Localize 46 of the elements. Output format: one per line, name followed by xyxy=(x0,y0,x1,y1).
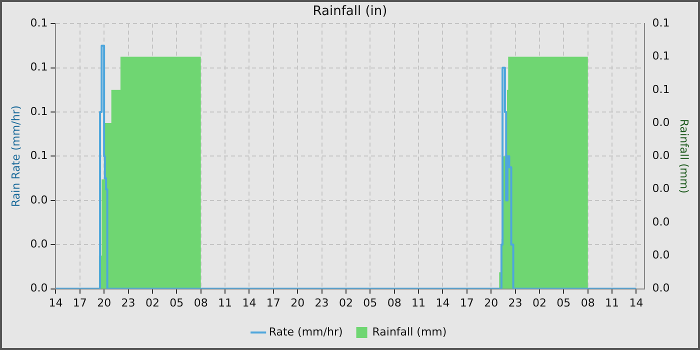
x-tick-label: 08 xyxy=(580,296,595,310)
x-tick-label: 17 xyxy=(72,296,87,310)
y-tick-label: 0.1 xyxy=(30,149,48,162)
y2-tick-label: 0.0 xyxy=(652,215,670,228)
y-tick-label: 0.1 xyxy=(30,16,48,30)
y-tick-label: 0.0 xyxy=(30,193,48,206)
y2-tick-label: 0.1 xyxy=(652,82,670,96)
x-tick-label: 23 xyxy=(508,296,522,310)
y2-tick-label: 0.1 xyxy=(652,50,670,63)
y-tick-label: 0.1 xyxy=(30,60,48,74)
chart-title: Rainfall (in) xyxy=(312,4,388,20)
x-tick-label: 11 xyxy=(412,296,426,310)
x-tick-label: 17 xyxy=(266,296,280,310)
x-tick-label: 02 xyxy=(532,296,546,310)
y2-axis-title: Rainfall (mm) xyxy=(678,118,691,194)
x-tick-label: 08 xyxy=(194,296,208,310)
y-tick-label: 0.1 xyxy=(30,104,48,118)
x-tick-label: 11 xyxy=(218,296,232,310)
y-tick-label: 0.0 xyxy=(30,282,48,295)
y2-tick-label: 0.0 xyxy=(652,149,670,162)
x-tick-label: 23 xyxy=(121,296,136,310)
x-tick-label: 02 xyxy=(145,296,160,310)
x-tick-label: 20 xyxy=(290,296,305,310)
y2-tick-label: 0.0 xyxy=(652,282,670,295)
legend-label: Rainfall (mm) xyxy=(372,325,447,338)
x-tick-label: 14 xyxy=(629,296,644,310)
y-axis-title: Rain Rate (mm/hr) xyxy=(9,105,22,208)
x-tick-label: 14 xyxy=(436,296,450,310)
x-tick-label: 02 xyxy=(338,296,353,310)
x-tick-label: 05 xyxy=(556,296,571,310)
x-tick-label: 20 xyxy=(484,296,498,310)
x-tick-label: 08 xyxy=(387,296,402,310)
x-tick-label: 05 xyxy=(170,296,184,310)
y2-tick-label: 0.0 xyxy=(652,116,670,129)
x-tick-label: 23 xyxy=(314,296,329,310)
y2-tick-label: 0.1 xyxy=(652,16,670,30)
x-tick-label: 17 xyxy=(460,296,474,310)
x-tick-label: 20 xyxy=(97,296,112,310)
y2-tick-label: 0.0 xyxy=(652,182,670,196)
x-tick-label: 11 xyxy=(605,296,620,310)
legend-label: Rate (mm/hr) xyxy=(268,325,343,338)
y-tick-label: 0.0 xyxy=(30,237,48,250)
x-tick-label: 05 xyxy=(363,296,378,310)
x-tick-label: 14 xyxy=(242,296,256,310)
y2-tick-label: 0.0 xyxy=(652,248,670,262)
x-tick-label: 14 xyxy=(48,296,63,310)
